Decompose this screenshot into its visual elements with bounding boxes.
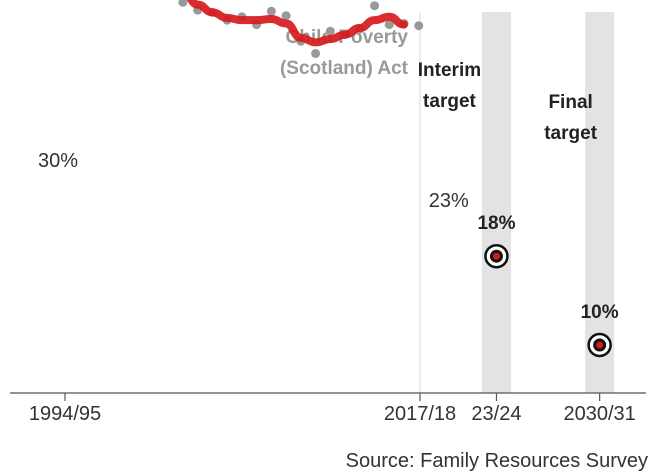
target-value-label: 10% bbox=[581, 302, 619, 323]
data-point bbox=[281, 11, 291, 21]
target-label: Interim bbox=[418, 60, 481, 81]
x-axis: 1994/95 2017/18 23/24 2030/31 bbox=[10, 392, 646, 425]
data-point bbox=[414, 21, 424, 31]
target-band bbox=[585, 12, 615, 393]
x-tick-label: 1994/95 bbox=[29, 403, 101, 425]
data-point bbox=[311, 48, 321, 58]
data-point bbox=[370, 1, 380, 11]
trend-line bbox=[186, 0, 409, 47]
chart-labels: Interim target 18% Final target 10% 30% 23% bbox=[38, 60, 619, 323]
data-point bbox=[178, 0, 188, 7]
target-dot bbox=[492, 252, 500, 260]
target-label: target bbox=[423, 91, 476, 112]
event-marker: Child Poverty(Scotland) Act bbox=[280, 12, 421, 393]
target-value-label: 18% bbox=[477, 213, 515, 234]
target-bands bbox=[481, 12, 615, 393]
target-band bbox=[481, 12, 511, 393]
trend-line-path bbox=[186, 0, 409, 47]
data-point bbox=[266, 6, 276, 16]
target-dot bbox=[596, 341, 604, 349]
target-label: target bbox=[544, 123, 597, 144]
x-tick-label: 2017/18 bbox=[384, 403, 456, 425]
target-markers bbox=[484, 243, 612, 358]
x-tick-label: 2030/31 bbox=[563, 403, 635, 425]
event-label: (Scotland) Act bbox=[280, 58, 409, 79]
source-note: Source: Family Resources Survey bbox=[346, 450, 648, 472]
x-tick-label: 23/24 bbox=[471, 403, 521, 425]
data-label: 30% bbox=[38, 150, 78, 172]
data-point bbox=[384, 20, 394, 30]
data-label: 23% bbox=[429, 190, 469, 212]
target-label: Final bbox=[548, 92, 592, 113]
data-point bbox=[325, 26, 335, 36]
